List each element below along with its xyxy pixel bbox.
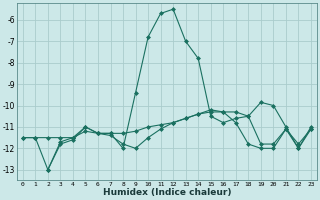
- X-axis label: Humidex (Indice chaleur): Humidex (Indice chaleur): [103, 188, 231, 197]
